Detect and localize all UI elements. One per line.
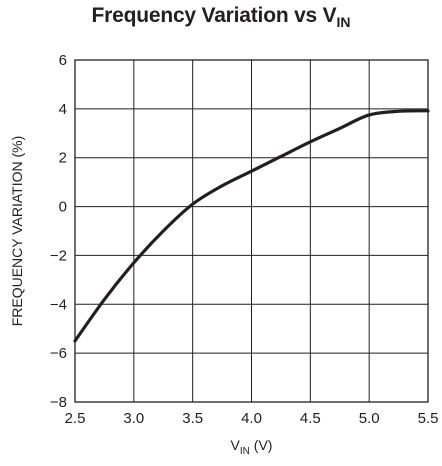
y-tick-label: 4: [59, 101, 67, 118]
grid-lines: [74, 59, 429, 403]
chart-title-subscript: IN: [336, 14, 351, 30]
y-axis-label: FREQUENCY VARIATION (%): [9, 136, 25, 327]
y-tick-label: −4: [50, 296, 67, 313]
y-tick-label: 2: [59, 150, 67, 167]
x-tick-label: 4.5: [300, 410, 321, 427]
series-line: [73, 109, 430, 343]
x-tick-label: 2.5: [65, 410, 86, 427]
x-axis-label: VIN (V): [231, 437, 273, 457]
y-tick-label: −2: [50, 247, 67, 264]
x-tick-label: 4.0: [241, 410, 262, 427]
y-tick-label: 6: [59, 52, 67, 69]
x-tick-label: 5.5: [418, 410, 439, 427]
y-tick-label: 0: [59, 199, 67, 216]
y-tick-label: −8: [50, 394, 67, 411]
chart-title: Frequency Variation vs VIN: [0, 0, 442, 34]
x-axis-label-subscript: IN: [240, 446, 250, 457]
y-tick-label: −6: [50, 345, 67, 362]
x-tick-label: 3.0: [123, 410, 144, 427]
plot-frame: [74, 59, 429, 403]
x-axis-label-main: V: [231, 437, 241, 453]
y-tick-labels: 6 4 2 0 −2 −4 −6 −8: [50, 52, 67, 411]
x-tick-label: 3.5: [182, 410, 203, 427]
chart-title-text: Frequency Variation vs V: [91, 4, 337, 27]
x-axis-label-unit: (V): [250, 437, 273, 453]
x-tick-label: 5.0: [359, 410, 380, 427]
x-tick-labels: 2.5 3.0 3.5 4.0 4.5 5.0 5.5: [65, 410, 439, 427]
